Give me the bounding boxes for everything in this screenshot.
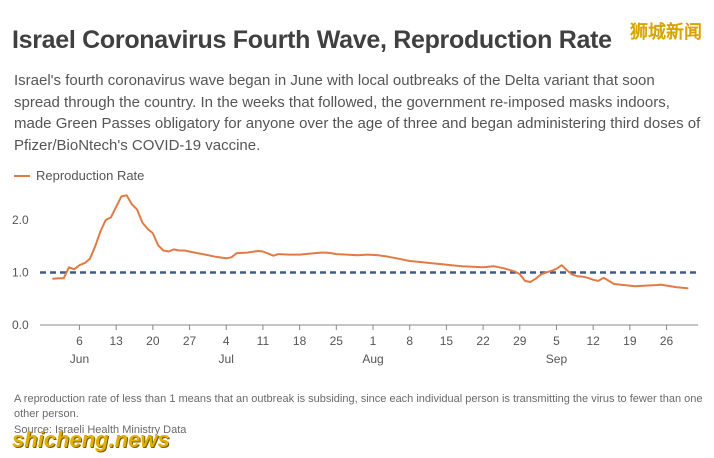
source-note: Source: Israeli Health Ministry Data	[14, 424, 187, 436]
watermark-bottom: shicheng.news	[12, 427, 170, 452]
x-month-label: Jun	[70, 352, 89, 366]
y-tick-label: 0.0	[12, 318, 29, 332]
legend: Reproduction Rate	[14, 168, 144, 183]
x-tick-label: 27	[183, 334, 197, 348]
x-tick-label: 4	[223, 334, 230, 348]
x-tick-label: 12	[586, 334, 600, 348]
x-tick-label: 25	[330, 334, 344, 348]
chart-title: Israel Coronavirus Fourth Wave, Reproduc…	[12, 26, 612, 54]
series-line-reproduction-rate	[52, 194, 689, 290]
y-tick-label: 1.0	[12, 266, 29, 280]
legend-swatch	[14, 174, 30, 177]
chart-area: 0.01.02.0 6 13 20 27 4 11 18 25 1 8 15 22 29 5 12 19 26 …	[12, 194, 698, 366]
x-tick-label: 13	[109, 334, 123, 348]
x-month-label: Aug	[362, 352, 383, 366]
y-tick-label: 2.0	[12, 213, 29, 227]
x-tick-label: 20	[146, 334, 160, 348]
x-tick-label: 11	[257, 334, 270, 348]
x-tick-label: 18	[293, 334, 307, 348]
watermark-top: 狮城新闻	[630, 22, 702, 42]
x-tick-label: 26	[660, 334, 674, 348]
x-tick-label: 19	[623, 334, 637, 348]
chart-subtitle: Israel's fourth coronavirus wave began i…	[14, 72, 701, 154]
x-month-label: Jul	[219, 352, 234, 366]
x-tick-label: 29	[513, 334, 527, 348]
legend-label: Reproduction Rate	[36, 168, 145, 183]
x-month-label: Sep	[546, 352, 568, 366]
x-tick-label: 1	[370, 334, 377, 348]
x-tick-label: 22	[476, 334, 490, 348]
x-tick-label: 15	[440, 334, 454, 348]
footnote: A reproduction rate of less than 1 means…	[14, 393, 703, 420]
x-tick-label: 6	[76, 334, 83, 348]
x-tick-label: 8	[406, 334, 413, 348]
x-tick-label: 5	[553, 334, 560, 348]
